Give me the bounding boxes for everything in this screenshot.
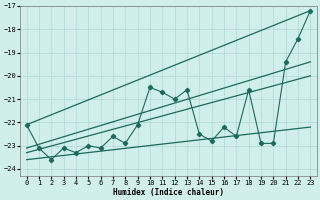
X-axis label: Humidex (Indice chaleur): Humidex (Indice chaleur) (113, 188, 224, 197)
